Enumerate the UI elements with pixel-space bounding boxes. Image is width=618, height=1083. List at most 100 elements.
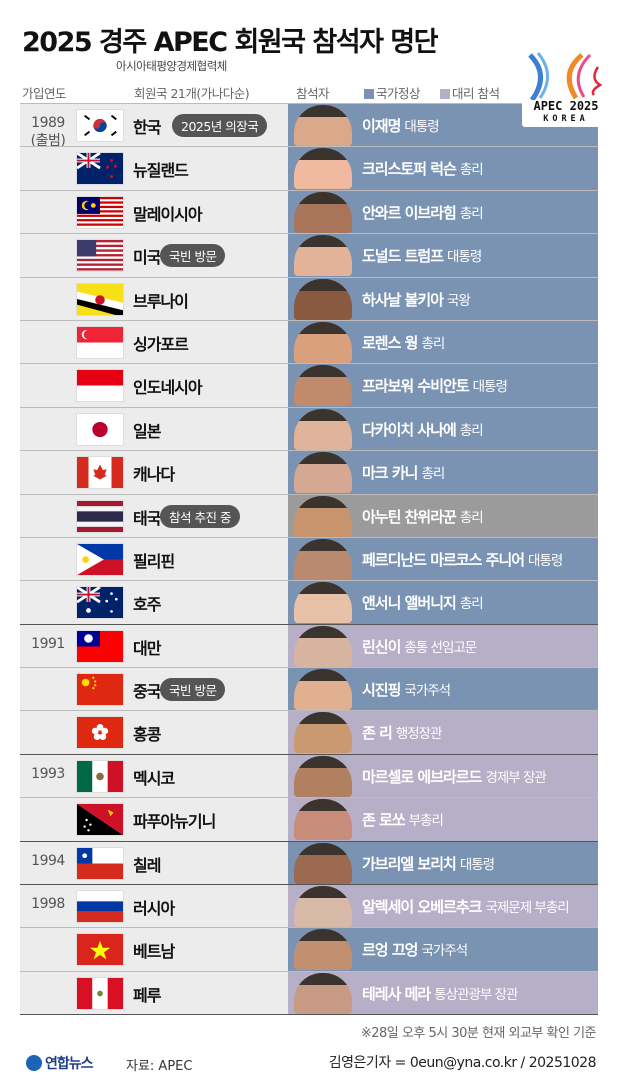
attendee-cell: 도널드 트럼프 대통령 xyxy=(288,234,598,277)
attendee-cell: 알렉세이 오베르추크 국제문제 부총리 xyxy=(288,885,598,928)
name-text: 크리스토퍼 럭슨 xyxy=(362,160,457,179)
name-text: 존 로쏘 xyxy=(362,811,406,830)
role-text: 대통령 xyxy=(447,249,482,266)
ph-flag-icon xyxy=(76,542,124,576)
attendee-name: 존 로쏘 부총리 xyxy=(362,809,444,830)
source: 자료: APEC xyxy=(126,1059,193,1074)
portrait-photo xyxy=(294,972,352,1014)
attendee-name: 하사날 볼키아 국왕 xyxy=(362,289,471,310)
nz-flag-icon xyxy=(76,152,124,186)
attendee-cell: 로렌스 웡 총리 xyxy=(288,320,598,364)
country-name: 베트남 xyxy=(133,942,175,962)
attendee-cell: 마크 카니 총리 xyxy=(288,451,598,494)
join-year: 1994 xyxy=(24,852,72,870)
table-row: 파푸아뉴기니 존 로쏘 부총리 xyxy=(20,797,598,841)
au-flag-icon xyxy=(76,586,124,620)
country-name: 홍콩 xyxy=(133,725,161,745)
role-text: 총리 xyxy=(459,162,484,179)
th-flag-icon xyxy=(76,499,124,533)
role-text: 총리 xyxy=(421,335,445,352)
portrait-photo xyxy=(294,755,352,797)
table-row: 인도네시아 프라보워 수비안토 대통령 xyxy=(20,363,598,407)
status-badge: 참석 추진 중 xyxy=(160,504,240,528)
country-name: 중국 xyxy=(133,682,161,702)
portrait-photo xyxy=(294,105,352,146)
us-flag-icon xyxy=(76,239,124,273)
portrait-photo xyxy=(294,408,352,450)
name-text: 로렌스 웡 xyxy=(362,333,418,352)
attendee-name: 존 리 행정장관 xyxy=(362,722,443,743)
my-flag-icon xyxy=(76,195,124,229)
portrait-photo xyxy=(294,321,352,363)
portrait-photo xyxy=(294,495,352,537)
role-text: 경제부 장관 xyxy=(485,769,546,786)
portrait-photo xyxy=(294,625,352,667)
portrait-photo xyxy=(294,842,352,884)
attendee-cell: 페르디난드 마르코스 주니어 대통령 xyxy=(288,537,598,581)
table-row: 브루나이 하사날 볼키아 국왕 xyxy=(20,276,598,320)
attendee-cell: 다카이치 사나에 총리 xyxy=(288,407,598,451)
name-text: 존 리 xyxy=(362,724,393,743)
year-text: 1989 xyxy=(31,115,65,131)
country-name: 미국 xyxy=(133,248,161,268)
attendee-cell: 아누틴 찬위라꾼 총리 xyxy=(288,494,598,537)
role-text: 대통령 xyxy=(404,119,439,135)
table-row: 말레이시아 안와르 이브라힘 총리 xyxy=(20,189,598,234)
member-cell: 일본 xyxy=(20,407,288,451)
country-name: 인도네시아 xyxy=(133,378,203,398)
header-countries: 회원국 21개(가나다순) xyxy=(134,86,250,101)
country-name: 필리핀 xyxy=(133,551,175,571)
attendee-name: 이재명 대통령 xyxy=(362,115,440,136)
member-cell: 1989 (출범) 한국 2025년 의장국 xyxy=(20,104,288,149)
status-badge: 국빈 방문 xyxy=(160,678,226,702)
country-name: 말레이시아 xyxy=(133,204,203,224)
country-name: 페루 xyxy=(133,985,161,1005)
table-row: 1998 러시아 알렉세이 오베르추크 국제문제 부총리 xyxy=(20,884,598,928)
footnote: ※28일 오후 5시 30분 현재 외교부 확인 기준 xyxy=(360,1026,597,1041)
country-name: 대만 xyxy=(133,638,161,658)
country-name: 칠레 xyxy=(133,855,161,875)
name-text: 다카이치 사나에 xyxy=(362,420,457,439)
member-cell: 1991 대만 xyxy=(20,624,288,668)
attendee-name: 마크 카니 총리 xyxy=(362,462,445,483)
sg-flag-icon xyxy=(76,325,124,359)
country-name: 태국 xyxy=(133,508,161,528)
vn-flag-icon xyxy=(76,933,124,967)
member-cell: 필리핀 xyxy=(20,537,288,581)
portrait-photo xyxy=(294,278,352,320)
country-name: 호주 xyxy=(133,595,161,615)
bn-flag-icon xyxy=(76,282,124,316)
name-text: 페르디난드 마르코스 주니어 xyxy=(362,550,525,569)
table-row: 싱가포르 로렌스 웡 총리 xyxy=(20,319,598,364)
table-row: 1991 대만 린신이 총통 선임고문 xyxy=(20,623,598,668)
apec-2025-logo xyxy=(528,52,603,102)
portrait-photo xyxy=(294,148,352,190)
name-text: 프라보워 수비안토 xyxy=(362,377,470,396)
attendee-cell: 존 리 행정장관 xyxy=(288,711,598,754)
portrait-photo xyxy=(294,452,352,494)
member-cell: 미국 국빈 방문 xyxy=(20,234,288,277)
status-badge: 국빈 방문 xyxy=(160,244,226,268)
country-name: 브루나이 xyxy=(133,291,189,311)
attendee-cell: 앤서니 앨버니지 총리 xyxy=(288,581,598,624)
member-cell: 호주 xyxy=(20,581,288,624)
attendee-name: 테레사 메라 통상관광부 장관 xyxy=(362,983,518,1004)
role-text: 총리 xyxy=(459,422,484,439)
ca-flag-icon xyxy=(76,456,124,490)
country-name: 뉴질랜드 xyxy=(133,161,189,181)
table-row: 필리핀 페르디난드 마르코스 주니어 대통령 xyxy=(20,536,598,581)
role-text: 국왕 xyxy=(447,292,471,309)
legend-head-of-state: 국가정상 xyxy=(364,83,421,102)
legend-label: 대리 참석 xyxy=(452,86,500,101)
attendee-cell: 프라보워 수비안토 대통령 xyxy=(288,364,598,407)
member-cell: 파푸아뉴기니 xyxy=(20,798,288,841)
name-text: 하사날 볼키아 xyxy=(362,290,444,309)
name-text: 아누틴 찬위라꾼 xyxy=(362,507,457,526)
name-text: 가브리엘 보리치 xyxy=(362,854,457,873)
table-row: 중국 국빈 방문 시진핑 국가주석 xyxy=(20,667,598,711)
member-cell: 1998 러시아 xyxy=(20,885,288,928)
role-text: 총통 선임고문 xyxy=(404,639,477,656)
yonhap-logo: 연합뉴스 xyxy=(26,1053,94,1073)
subtitle: 아시아태평양경제협력체 xyxy=(116,59,227,73)
year-note: (출범) xyxy=(30,133,66,149)
